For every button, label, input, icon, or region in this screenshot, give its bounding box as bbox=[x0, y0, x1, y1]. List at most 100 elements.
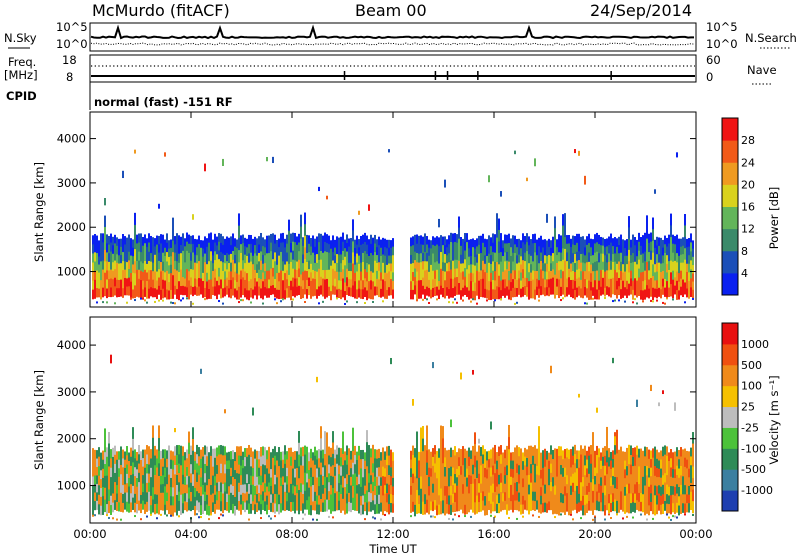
velocity-echo-cell bbox=[188, 442, 190, 455]
velocity-echo-cell bbox=[156, 494, 158, 505]
power-echo-cell bbox=[276, 281, 278, 291]
power-echo-cell bbox=[344, 302, 346, 305]
power-echo-cell bbox=[646, 238, 648, 251]
velocity-echo-cell bbox=[514, 456, 516, 466]
power-echo-cell bbox=[664, 302, 666, 305]
power-echo-cell bbox=[604, 247, 606, 256]
power-echo-cell bbox=[306, 262, 308, 272]
power-echo-cell bbox=[540, 244, 542, 254]
velocity-echo-cell bbox=[350, 494, 352, 504]
velocity-echo-cell bbox=[618, 467, 620, 478]
power-echo-cell bbox=[418, 262, 420, 273]
velocity-echo-cell bbox=[424, 484, 426, 495]
velocity-echo-cell bbox=[226, 485, 228, 495]
power-echo-cell bbox=[522, 269, 524, 279]
power-echo-cell bbox=[362, 252, 364, 263]
power-echo-cell bbox=[222, 244, 224, 255]
power-echo-cell bbox=[374, 234, 376, 245]
velocity-echo-cell bbox=[258, 476, 260, 486]
power-echo-cell bbox=[464, 276, 466, 287]
velocity-echo-cell bbox=[460, 474, 462, 484]
power-echo-cell bbox=[328, 278, 330, 288]
velocity-echo-cell bbox=[234, 505, 236, 516]
velocity-echo-cell bbox=[520, 495, 522, 506]
power-echo-cell bbox=[134, 249, 136, 262]
power-echo-cell bbox=[652, 300, 654, 303]
velocity-echo-cell bbox=[128, 478, 130, 488]
power-echo-cell bbox=[474, 265, 476, 275]
power-echo-cell bbox=[544, 239, 546, 248]
velocity-echo-cell bbox=[424, 504, 426, 515]
velocity-echo-cell bbox=[580, 473, 582, 483]
power-echo-cell bbox=[482, 251, 484, 262]
velocity-echo-cell bbox=[324, 442, 326, 455]
power-echo-cell bbox=[430, 281, 432, 291]
velocity-echo-cell bbox=[278, 466, 280, 477]
velocity-echo-cell bbox=[302, 446, 304, 457]
velocity-echo-cell bbox=[218, 500, 220, 510]
power-echo-cell bbox=[118, 263, 120, 273]
power-echo-cell bbox=[476, 238, 478, 248]
velocity-echo-cell bbox=[228, 486, 230, 496]
velocity-echo-cell bbox=[230, 467, 232, 477]
power-echo-cell bbox=[636, 272, 638, 282]
power-echo-cell bbox=[266, 253, 268, 263]
power-echo-cell bbox=[234, 280, 236, 290]
velocity-echo-cell bbox=[208, 479, 210, 489]
power-echo-cell bbox=[614, 237, 616, 246]
power-echo-cell bbox=[642, 235, 644, 245]
velocity-echo-cell bbox=[292, 476, 294, 486]
velocity-echo-cell bbox=[540, 487, 542, 497]
power-echo-cell bbox=[334, 263, 336, 272]
velocity-echo-cell bbox=[546, 477, 548, 487]
velocity-echo-cell bbox=[108, 477, 110, 491]
power-echo-cell bbox=[142, 245, 144, 256]
power-echo-cell bbox=[246, 281, 248, 291]
power-echo-cell bbox=[470, 264, 472, 274]
velocity-echo-cell bbox=[670, 476, 672, 487]
velocity-echo-cell bbox=[562, 459, 564, 469]
velocity-echo-cell bbox=[596, 500, 598, 511]
power-echo-cell bbox=[340, 236, 342, 247]
power-echo-cell bbox=[532, 243, 534, 253]
power-echo-cell bbox=[574, 272, 576, 282]
velocity-echo-cell bbox=[194, 460, 196, 471]
velocity-echo-cell bbox=[594, 459, 596, 469]
velocity-echo-cell bbox=[228, 460, 230, 470]
power-echo-cell bbox=[604, 238, 606, 248]
power-echo-cell bbox=[170, 247, 172, 257]
power-echo-cell bbox=[236, 273, 238, 283]
power-echo-cell bbox=[462, 247, 464, 256]
velocity-echo-cell bbox=[476, 495, 478, 505]
power-echo-cell bbox=[156, 244, 158, 255]
velocity-echo-cell bbox=[498, 446, 500, 457]
velocity-echo-cell bbox=[232, 450, 234, 460]
velocity-echo-cell bbox=[126, 455, 128, 466]
power-echo-cell bbox=[168, 265, 170, 275]
power-echo-cell bbox=[260, 288, 262, 299]
velocity-echo-cell bbox=[118, 485, 120, 495]
velocity-echo-cell bbox=[640, 457, 642, 467]
velocity-echo-cell bbox=[312, 468, 314, 478]
power-echo-cell bbox=[228, 271, 230, 281]
power-echo-cell bbox=[592, 255, 594, 264]
velocity-echo-cell bbox=[606, 497, 608, 511]
power-echo-cell bbox=[578, 251, 580, 261]
velocity-echo-cell bbox=[574, 481, 576, 492]
velocity-echo-cell bbox=[208, 518, 210, 521]
velocity-echo-cell bbox=[232, 494, 234, 505]
velocity-echo-cell bbox=[422, 489, 424, 503]
power-echo-cell bbox=[460, 281, 462, 291]
power-echo-cell bbox=[692, 281, 694, 291]
velocity-echo-cell bbox=[220, 513, 222, 516]
velocity-echo-cell bbox=[172, 496, 174, 506]
power-echo-cell bbox=[112, 270, 114, 280]
power-echo-cell bbox=[210, 270, 212, 281]
power-echo-cell bbox=[188, 271, 190, 282]
velocity-echo-cell bbox=[338, 474, 340, 484]
velocity-echo-cell bbox=[488, 492, 490, 502]
power-echo-cell bbox=[452, 233, 454, 244]
velocity-echo-cell bbox=[540, 504, 542, 514]
velocity-echo-cell bbox=[612, 484, 614, 494]
